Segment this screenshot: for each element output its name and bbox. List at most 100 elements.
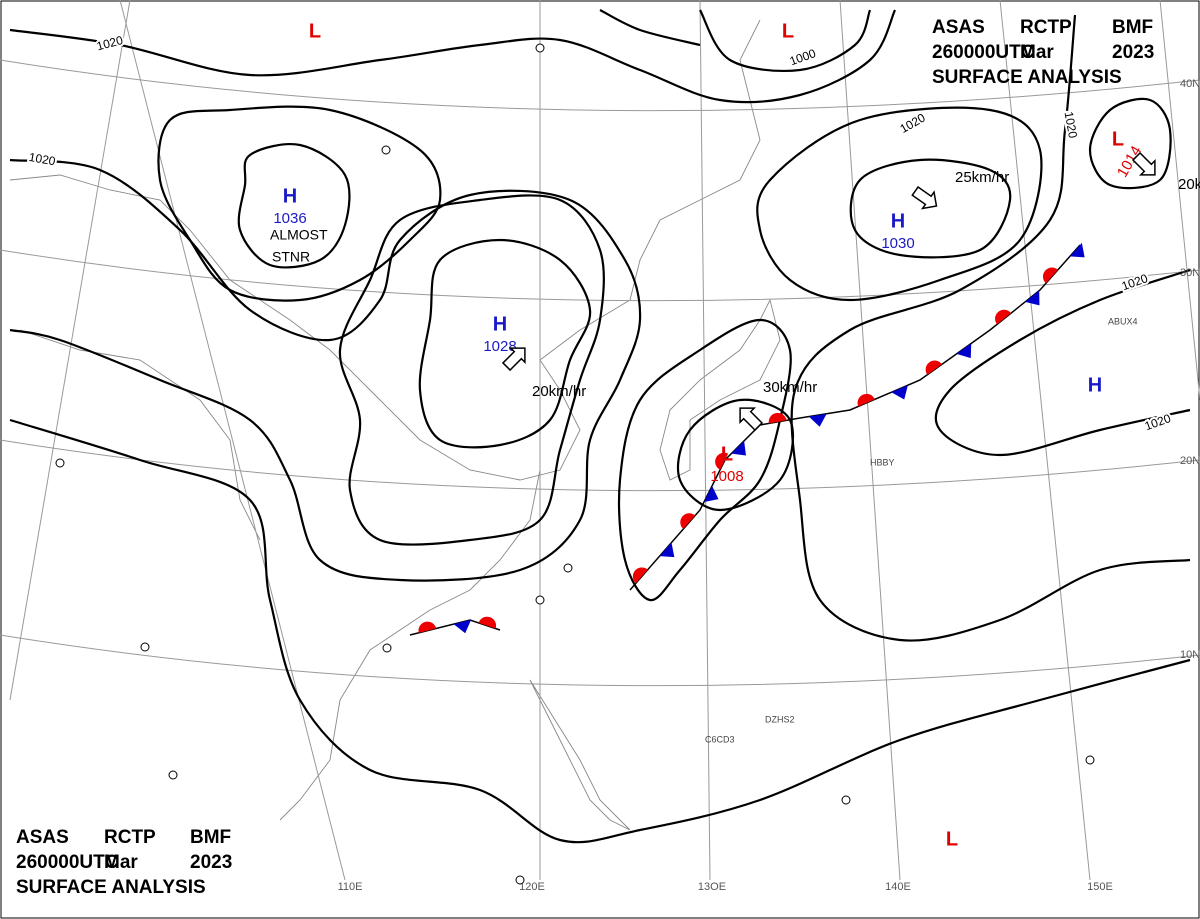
isobar	[338, 194, 605, 546]
header-text: RCTP	[104, 827, 156, 848]
motion-label: 20km/hr	[532, 383, 586, 400]
header-text: ASAS	[16, 827, 69, 848]
latitude-label: 40N	[1180, 78, 1200, 90]
station-marker	[140, 642, 150, 652]
station-marker	[563, 563, 573, 573]
isobar	[934, 268, 1191, 457]
cold-front-symbol	[1069, 242, 1085, 258]
isobar	[756, 106, 1043, 302]
isobar	[699, 9, 872, 72]
pressure-center-symbol: L	[782, 20, 794, 42]
header-text: SURFACE ANALYSIS	[932, 67, 1122, 88]
isobar-label: 1020	[1062, 110, 1080, 139]
note-text: ALMOST	[270, 227, 328, 243]
central-pressure: 1030	[881, 235, 914, 252]
central-pressure: 1036	[273, 210, 306, 227]
warm-front-symbol	[715, 452, 729, 470]
station-marker	[55, 458, 65, 468]
longitude-line	[839, 0, 901, 881]
isobar	[9, 9, 897, 104]
station-id: C6CD3	[705, 734, 735, 744]
latitude-line	[0, 59, 1200, 112]
motion-label: 30km/hr	[763, 379, 817, 396]
motion-arrow	[911, 185, 938, 210]
header-text: 260000UTC	[16, 852, 119, 873]
latitude-label: 30N	[1180, 267, 1200, 279]
warm-front-symbol	[680, 513, 696, 530]
pressure-center-symbol: H	[283, 185, 297, 207]
header-text: Mar	[104, 852, 138, 873]
latitude-label: 10N	[1180, 649, 1200, 661]
warm-front-symbol	[995, 309, 1012, 325]
station-id: DZHS2	[765, 714, 795, 724]
front-line	[409, 619, 501, 636]
longitude-label: 13OE	[698, 881, 726, 893]
warm-front-symbol	[632, 567, 648, 584]
central-pressure: 1008	[710, 468, 743, 485]
isobar	[9, 418, 1191, 844]
longitude-label: 140E	[885, 881, 911, 893]
isobar	[599, 9, 701, 47]
station-marker	[382, 643, 392, 653]
isobar	[849, 158, 1012, 259]
header-text: BMF	[1112, 17, 1153, 38]
latitude-line	[0, 439, 1200, 492]
header-text: BMF	[190, 827, 231, 848]
cold-front-symbol	[956, 343, 972, 359]
cold-front-symbol	[1025, 290, 1040, 306]
pressure-center-symbol: L	[721, 443, 733, 465]
longitude-label: 120E	[519, 881, 545, 893]
cold-front-symbol	[704, 485, 719, 502]
header-text: ASAS	[932, 17, 985, 38]
warm-front-symbol	[418, 621, 437, 633]
longitude-line	[999, 0, 1091, 881]
longitude-line	[119, 0, 346, 881]
motion-label: 20k	[1178, 176, 1200, 193]
station-marker	[1085, 755, 1095, 765]
longitude-line	[699, 0, 711, 881]
pressure-center-symbol: L	[309, 20, 321, 42]
pressure-center-symbol: H	[1088, 374, 1102, 396]
pressure-center-symbol: L	[1112, 128, 1124, 150]
header-text: 2023	[190, 852, 232, 873]
latitude-line	[0, 249, 1200, 302]
isobar-label: 1020	[28, 150, 57, 168]
motion-arrow	[739, 407, 764, 432]
cold-front-symbol	[453, 619, 472, 634]
longitude-label: 110E	[338, 881, 363, 893]
warm-front-symbol	[1042, 267, 1058, 284]
coastlines	[9, 19, 781, 831]
header-text: SURFACE ANALYSIS	[16, 877, 206, 898]
warm-front-symbol	[857, 393, 875, 407]
header-text: Mar	[1020, 42, 1054, 63]
latitude-label: 20N	[1180, 455, 1200, 467]
pressure-center-symbol: L	[946, 828, 958, 850]
isobars	[9, 9, 1191, 844]
station-marker	[841, 795, 851, 805]
station-marker	[381, 145, 391, 155]
warm-front-symbol	[478, 616, 497, 629]
station-marker	[535, 43, 545, 53]
fronts	[409, 242, 1085, 636]
isobar	[617, 318, 792, 602]
cold-front-symbol	[731, 440, 747, 456]
station-marker	[535, 595, 545, 605]
cold-front-symbol	[891, 385, 908, 400]
central-pressure: 1028	[483, 338, 516, 355]
motion-label: 25km/hr	[955, 169, 1009, 186]
warm-front-symbol	[768, 412, 787, 424]
motion-arrow	[501, 347, 526, 372]
graticule	[0, 0, 1200, 881]
warm-front-symbol	[925, 360, 942, 375]
motion-arrow	[1131, 151, 1156, 176]
header-text: RCTP	[1020, 17, 1072, 38]
isobar	[790, 14, 1191, 642]
header-text: 260000UTC	[932, 42, 1035, 63]
cold-front-symbol	[659, 542, 675, 558]
isobar	[418, 238, 592, 449]
latitude-line	[0, 634, 1200, 687]
pressure-center-symbol: H	[493, 313, 507, 335]
isobar	[9, 158, 642, 582]
